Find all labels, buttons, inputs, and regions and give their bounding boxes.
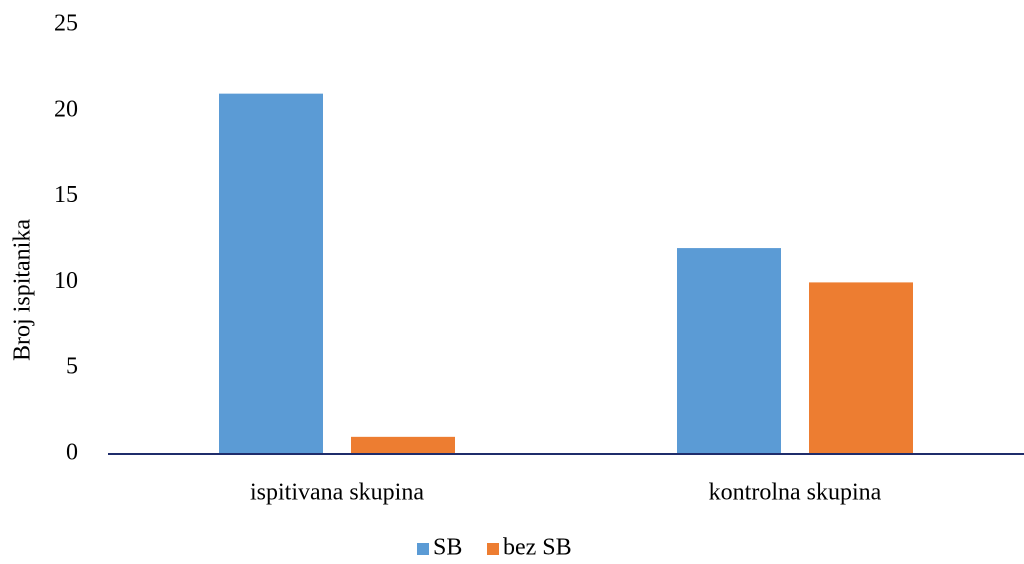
x-tick-label: kontrolna skupina: [709, 480, 882, 506]
legend-swatch: [417, 543, 429, 555]
legend-label: bez SB: [503, 535, 572, 561]
legend-label: SB: [433, 535, 462, 561]
bar: [809, 282, 913, 454]
y-tick-label: 15: [54, 182, 78, 208]
bar: [351, 436, 455, 454]
y-tick-label: 10: [54, 268, 78, 294]
x-tick-label: ispitivana skupina: [250, 480, 424, 506]
y-tick-label: 5: [66, 354, 78, 380]
y-tick-label: 25: [54, 11, 78, 37]
y-tick-label: 20: [54, 96, 78, 122]
bar: [219, 93, 323, 454]
y-axis-label: Broj ispitanika: [10, 219, 36, 361]
legend-swatch: [487, 543, 499, 555]
y-tick-label: 0: [66, 440, 78, 466]
bar: [677, 248, 781, 454]
